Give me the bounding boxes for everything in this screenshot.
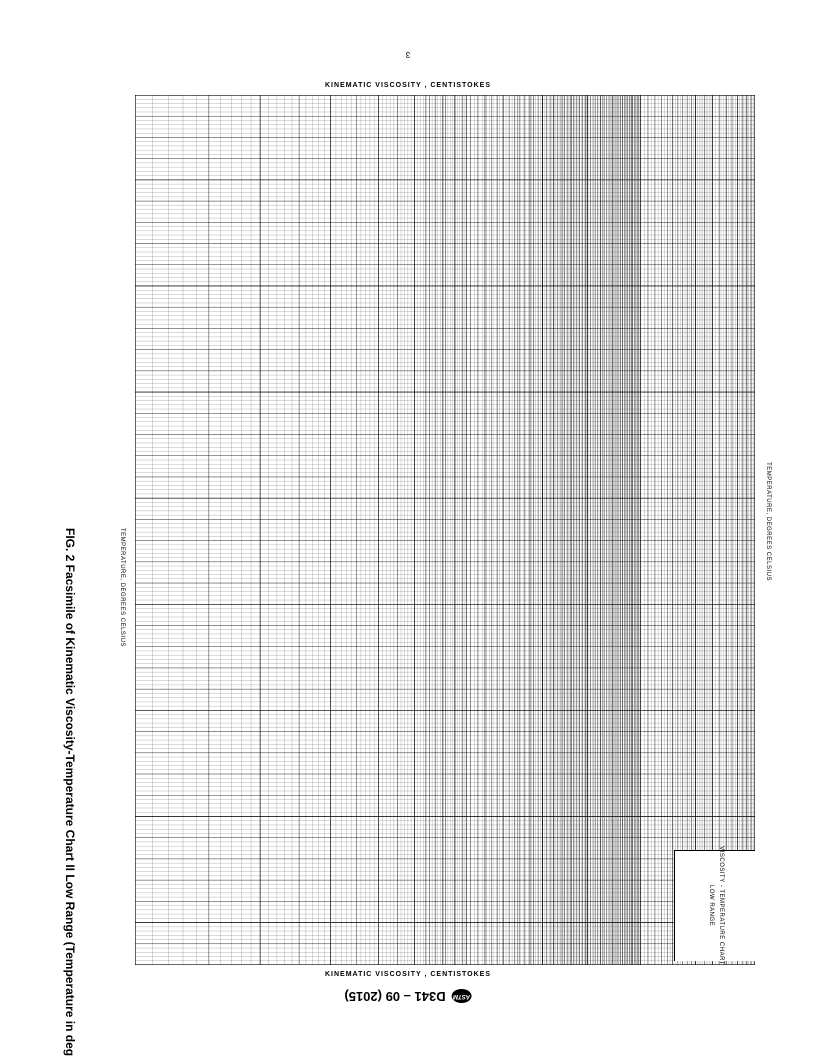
y-axis-title-left: TEMPERATURE, DEGREES CELSIUS (119, 528, 125, 647)
x-axis-title-bottom: KINEMATIC VISCOSITY , CENTISTOKES (325, 971, 491, 978)
figure-caption: FIG. 2 Facsimile of Kinematic Viscosity-… (63, 528, 77, 1056)
chart-title-text: VISCOSITY - TEMPERATURE CHART LOW RANGE (705, 847, 724, 966)
standard-number: D341 – 09 (2015) (344, 989, 445, 1004)
chart-area: 0.400.400.500.500.600.600.700.700.800.80… (135, 95, 755, 965)
chart-title-block: VISCOSITY - TEMPERATURE CHART LOW RANGE (674, 850, 755, 961)
x-axis-title-top: KINEMATIC VISCOSITY , CENTISTOKES (325, 82, 491, 89)
astm-logo-icon: ASTM (452, 990, 472, 1004)
page-number: 3 (406, 50, 410, 59)
y-axis-title-right: TEMPERATURE, DEGREES CELSIUS (765, 462, 771, 581)
viscosity-temperature-grid: 0.400.400.500.500.600.600.700.700.800.80… (135, 95, 755, 965)
document-header: ASTM D341 – 09 (2015) (344, 989, 471, 1004)
